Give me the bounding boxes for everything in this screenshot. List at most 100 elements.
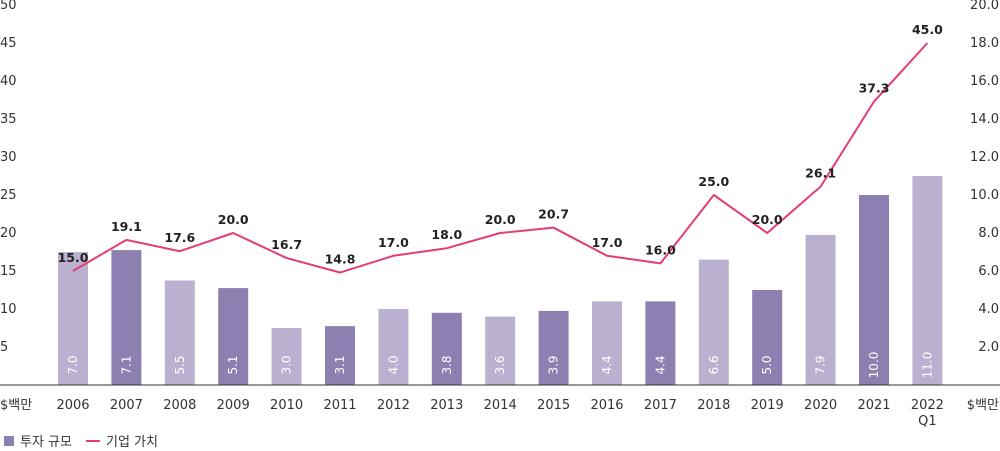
legend-line-label: 기업 가치 xyxy=(105,435,158,450)
bar xyxy=(752,290,783,385)
bar xyxy=(164,280,195,385)
x-tick-label: 2014 xyxy=(484,398,517,413)
bar-value-label: 4.4 xyxy=(653,355,667,374)
legend-line-swatch xyxy=(85,439,100,442)
bar-value-label: 11.0 xyxy=(920,352,934,379)
bar-value-label: 6.6 xyxy=(707,355,721,374)
bar-value-label: 4.4 xyxy=(600,355,614,374)
bar xyxy=(431,312,462,385)
x-axis-ticks: 2006 2007 2008 2009 2010 2011 2012 2013 2014 2015… xyxy=(56,398,943,429)
left-tick-label: 35 xyxy=(0,112,17,127)
line-point-label: 15.0 xyxy=(58,250,89,265)
x-tick-label: 2021 xyxy=(857,398,890,413)
right-axis-label: $백만 xyxy=(967,398,999,413)
bar xyxy=(592,301,622,385)
x-tick-label: 2019 xyxy=(751,398,784,413)
bar-value-label: 7.1 xyxy=(119,355,133,374)
line-point-label: 37.3 xyxy=(859,81,890,96)
bar xyxy=(912,176,943,385)
x-tick-label: 2009 xyxy=(217,398,250,413)
right-axis-ticks: 2.0 4.0 6.0 8.0 10.0 12.0 14.0 16.0 18.0 20.0 xyxy=(970,0,999,355)
x-tick-label: 2022 Q1 xyxy=(911,398,944,429)
bar-value-label: 3.8 xyxy=(440,355,454,374)
legend-bar-swatch xyxy=(4,435,14,446)
x-tick-label: 2020 xyxy=(804,398,837,413)
line-point-label: 16.7 xyxy=(271,237,302,252)
right-tick-label: 16.0 xyxy=(970,74,999,89)
line-point-label: 17.6 xyxy=(164,230,195,245)
line-point-label: 17.0 xyxy=(378,235,409,250)
right-tick-label: 6.0 xyxy=(978,264,999,279)
bar-value-label: 3.9 xyxy=(547,355,561,374)
line-point-label: 17.0 xyxy=(592,235,623,250)
bars: 7.0 7.1 5.5 5.1 3.0 3.1 4.0 3.8 3.6 3.9 4.4 4.4 6.6 5… xyxy=(58,176,943,385)
right-tick-label: 10.0 xyxy=(970,188,999,203)
left-axis-label: $백만 xyxy=(0,398,32,413)
line-point-label: 26.1 xyxy=(805,166,836,181)
line-point-label: 20.0 xyxy=(485,212,516,227)
line-point-label: 14.8 xyxy=(325,252,356,267)
x-tick-label: 2008 xyxy=(163,398,196,413)
bar-value-label: 5.0 xyxy=(760,355,774,374)
x-tick-label: 2006 xyxy=(56,398,89,413)
line-point-label: 18.0 xyxy=(431,227,462,242)
left-tick-label: 5 xyxy=(0,340,8,355)
bar xyxy=(325,326,355,385)
left-tick-label: 25 xyxy=(0,188,17,203)
bar-value-label: 10.0 xyxy=(867,352,881,379)
legend-bar-label: 투자 규모 xyxy=(20,435,72,450)
x-tick-label: 2018 xyxy=(697,398,730,413)
bar xyxy=(645,301,676,385)
line-point-label: 25.0 xyxy=(698,174,729,189)
bar-value-label: 7.0 xyxy=(66,355,80,374)
x-tick-label: 2013 xyxy=(430,398,463,413)
x-tick-label: 2010 xyxy=(270,398,303,413)
x-tick-label: 2015 xyxy=(537,398,570,413)
left-tick-label: 15 xyxy=(0,264,17,279)
line-point-label: 20.0 xyxy=(218,212,249,227)
bar xyxy=(271,328,302,385)
line-point-label: 20.0 xyxy=(752,212,783,227)
bar xyxy=(378,309,409,385)
bar xyxy=(485,316,516,385)
line-point-label: 45.0 xyxy=(912,22,943,37)
bar-value-label: 5.5 xyxy=(173,355,187,374)
left-tick-label: 45 xyxy=(0,36,17,51)
x-tick-label: 2016 xyxy=(590,398,623,413)
line-series: 15.0 19.1 17.6 20.0 16.7 14.8 17.0 18.0 20.0 20.7… xyxy=(58,22,943,274)
bar-value-label: 5.1 xyxy=(226,355,240,374)
bar-value-label: 3.0 xyxy=(280,355,294,374)
bar-value-label: 3.1 xyxy=(333,355,347,374)
bar xyxy=(805,234,836,385)
left-tick-label: 30 xyxy=(0,150,17,165)
right-tick-label: 8.0 xyxy=(978,226,999,241)
x-tick-label: 2007 xyxy=(110,398,143,413)
bar xyxy=(111,250,142,385)
x-tick-label: 2011 xyxy=(323,398,356,413)
left-tick-label: 50 xyxy=(0,0,17,13)
left-tick-label: 10 xyxy=(0,302,17,317)
bar-value-label: 7.9 xyxy=(814,355,828,374)
right-tick-label: 2.0 xyxy=(978,340,999,355)
right-tick-label: 4.0 xyxy=(978,302,999,317)
legend-item-bar: 투자 규모 xyxy=(4,431,72,450)
line-series-path xyxy=(72,42,929,274)
line-point-label: 20.7 xyxy=(538,207,569,222)
right-tick-label: 20.0 xyxy=(970,0,999,13)
line-point-label: 16.0 xyxy=(645,242,676,257)
left-tick-label: 20 xyxy=(0,226,17,241)
legend-item-line: 기업 가치 xyxy=(85,431,158,450)
x-tick-label: 2012 xyxy=(377,398,410,413)
legend: 투자 규모 기업 가치 xyxy=(4,431,158,450)
bar xyxy=(698,259,729,385)
bar-value-label: 3.6 xyxy=(493,355,507,374)
bar xyxy=(58,252,88,385)
bar-value-label: 4.0 xyxy=(386,355,400,374)
bar xyxy=(218,288,249,385)
bar xyxy=(538,310,569,385)
chart: 5 10 15 20 25 30 35 40 45 50 2.0 4.0 6.0 8.0 10.0 12.0… xyxy=(0,0,1000,429)
bar xyxy=(859,195,889,385)
x-tick-label: 2017 xyxy=(644,398,677,413)
right-tick-label: 18.0 xyxy=(970,36,999,51)
right-tick-label: 12.0 xyxy=(970,150,999,165)
